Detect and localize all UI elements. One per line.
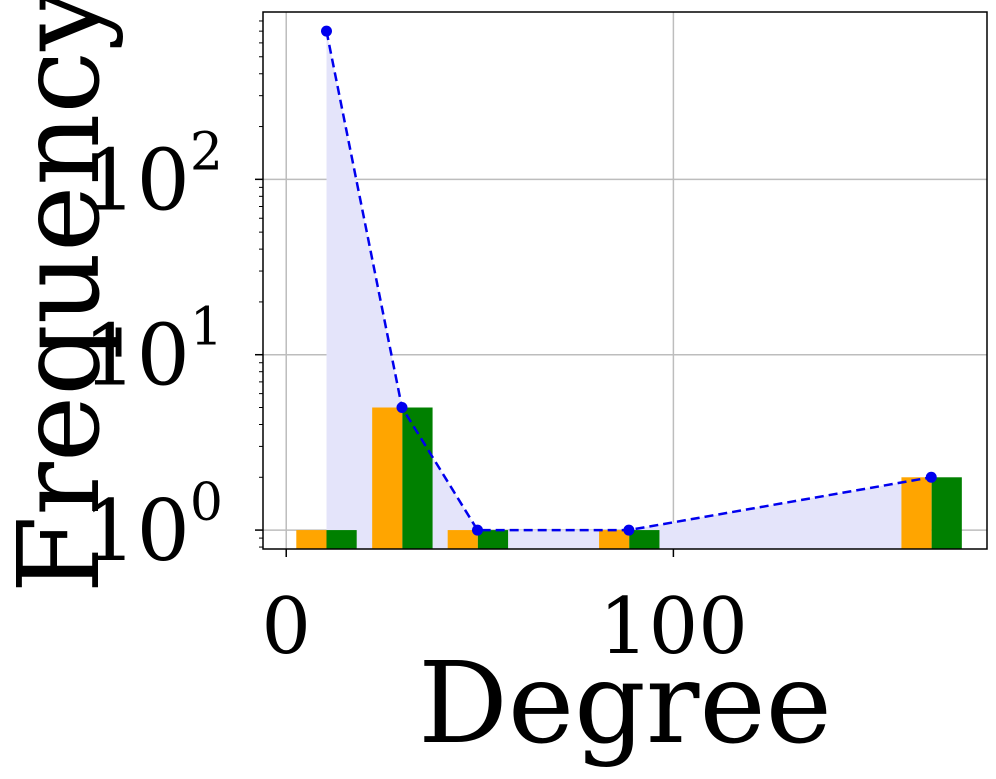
bar bbox=[447, 530, 478, 549]
plot-frame bbox=[262, 11, 988, 550]
x-tick-label: 100 bbox=[599, 582, 748, 672]
bar bbox=[296, 530, 327, 549]
line-point bbox=[471, 524, 483, 536]
bar bbox=[477, 530, 509, 549]
line-point bbox=[925, 471, 937, 483]
bar-layer bbox=[296, 407, 962, 549]
y-tick-label: 100 bbox=[83, 473, 223, 580]
x-tick-label: 0 bbox=[261, 582, 311, 672]
y-tick-label: 102 bbox=[83, 122, 223, 229]
y-axis-label: Frequency bbox=[0, 0, 125, 593]
bar bbox=[326, 530, 357, 549]
bar bbox=[931, 477, 962, 549]
bar bbox=[372, 407, 403, 549]
bar bbox=[629, 530, 660, 549]
line-layer bbox=[320, 25, 937, 536]
line-point bbox=[320, 25, 332, 37]
series-line bbox=[325, 30, 932, 532]
y-tick-label: 101 bbox=[83, 298, 223, 405]
bar bbox=[402, 407, 433, 549]
bar bbox=[901, 477, 932, 549]
line-point bbox=[623, 524, 635, 536]
bar bbox=[599, 530, 630, 549]
tick-layer: 0 100 100 101 102 bbox=[83, 20, 748, 672]
x-axis-label: Degree bbox=[418, 639, 832, 769]
line-point bbox=[396, 402, 408, 414]
